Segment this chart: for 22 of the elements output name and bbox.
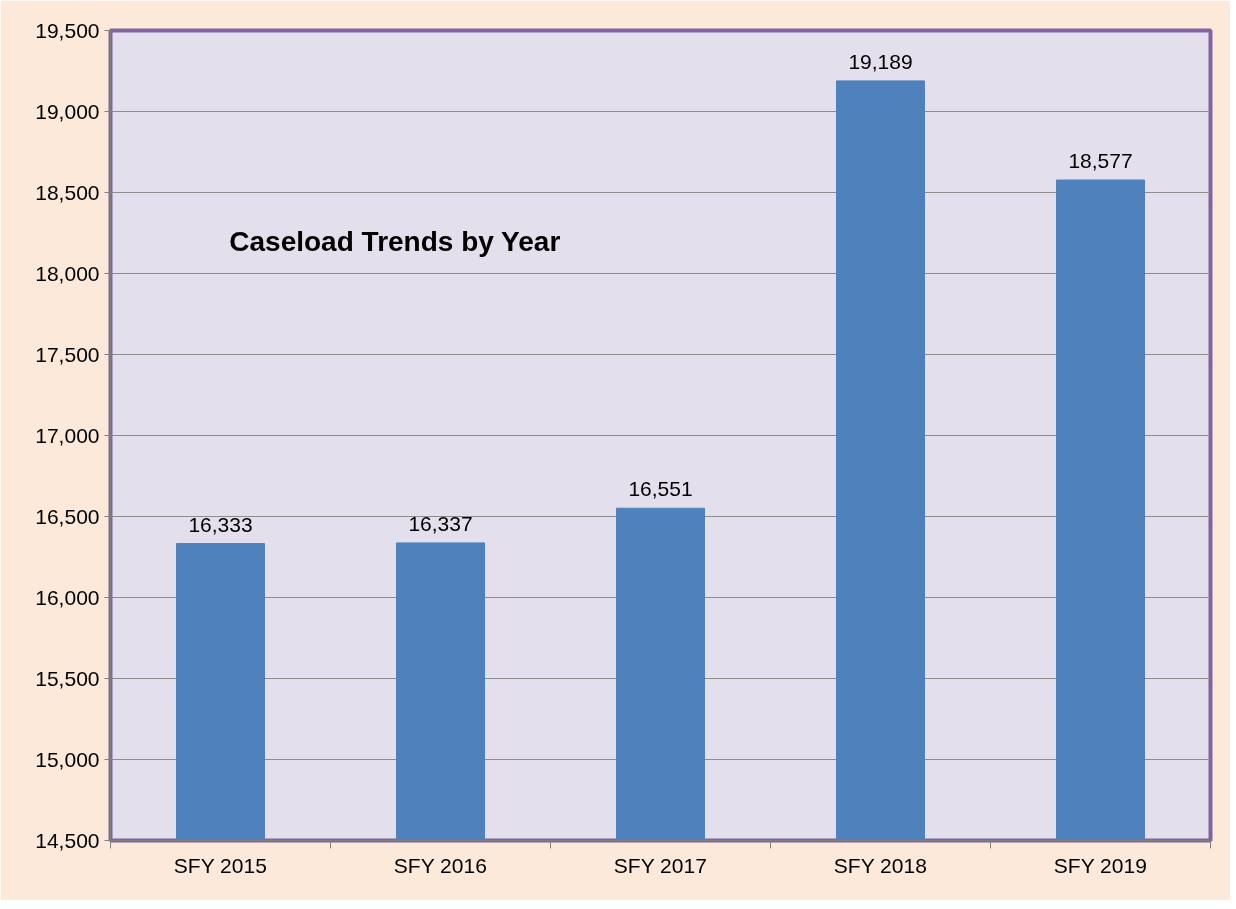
x-tick-label: SFY 2018 [833,853,927,877]
y-tick-label: 19,500 [35,18,100,42]
y-tick-label: 14,500 [35,828,100,852]
y-tick-label: 16,500 [35,504,100,528]
x-tick-label: SFY 2017 [613,853,707,877]
data-label: 16,333 [188,512,253,536]
x-tick-label: SFY 2016 [393,853,487,877]
y-tick-label: 17,000 [35,423,100,447]
data-label: 16,551 [628,477,693,501]
y-tick-label: 15,000 [35,747,100,771]
data-label: 18,577 [1068,149,1133,173]
y-tick-label: 17,500 [35,342,100,366]
y-tick-label: 18,000 [35,261,100,285]
y-tick-label: 18,500 [35,180,100,204]
y-tick-label: 19,000 [35,99,100,123]
x-tick-label: SFY 2015 [173,853,267,877]
data-label: 16,337 [408,511,473,535]
data-label: 19,189 [848,49,913,73]
text: Caseload Trends by Year [229,226,561,258]
x-tick-label: SFY 2019 [1053,853,1147,877]
y-tick-label: 16,000 [35,585,100,609]
y-tick-label: 15,500 [35,666,100,690]
